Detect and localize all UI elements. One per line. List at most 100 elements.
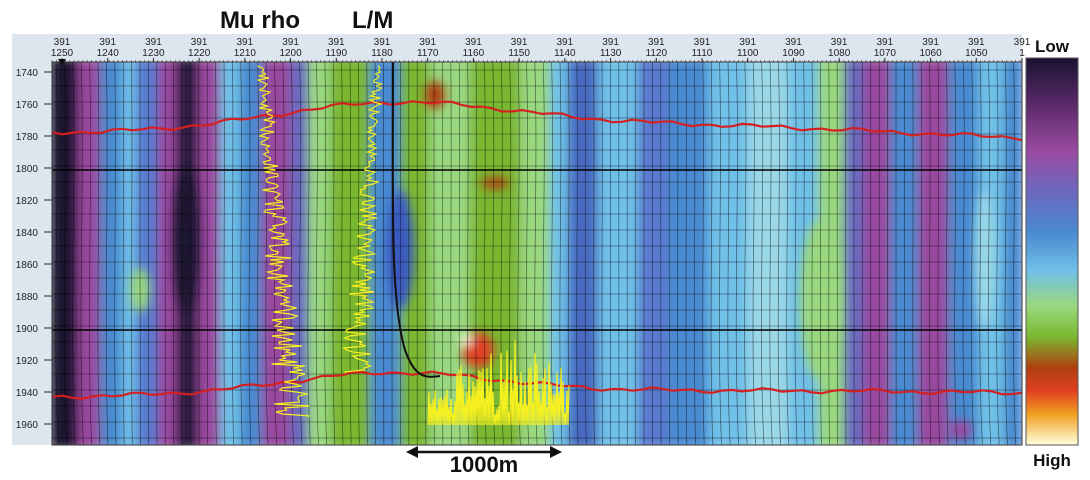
top-axis-tick-label: 1140: [554, 48, 576, 59]
seismic-column: [638, 62, 672, 445]
seismic-trace-line: [441, 62, 444, 445]
left-axis-tick-label: 1940: [16, 388, 39, 399]
seismic-trace-line: [702, 62, 705, 445]
colorbar-low-label: Low: [1035, 37, 1070, 56]
seismic-trace-line: [811, 62, 814, 445]
seismic-trace-line: [819, 62, 822, 445]
seismic-trace-line: [248, 62, 252, 445]
top-axis-prefix-label: 391: [557, 37, 574, 48]
lm-label: L/M: [352, 7, 393, 34]
seismic-anomaly: [800, 220, 840, 380]
left-axis-tick-label: 1820: [16, 196, 39, 207]
top-axis-prefix-label: 391: [282, 37, 299, 48]
seismic-column: [240, 62, 266, 445]
seismic-trace-line: [307, 62, 311, 445]
seismic-anomaly: [174, 170, 198, 310]
top-axis: 3911250391124039112303911220391121039112…: [51, 37, 1031, 62]
seismic-anomaly: [460, 334, 472, 346]
top-axis-tick-label: 1130: [600, 48, 622, 59]
seismic-trace-line: [987, 62, 992, 445]
seismic-trace-line: [273, 62, 278, 445]
horizontal-well-log-trace: [427, 340, 570, 426]
left-axis-tick-label: 1740: [16, 68, 39, 79]
seismic-trace-line: [467, 62, 470, 445]
seismic-column: [308, 62, 334, 445]
seismic-column: [598, 62, 642, 445]
seismic-trace-line: [89, 62, 92, 445]
seismic-trace-line: [1013, 62, 1017, 445]
seismic-column: [890, 62, 922, 445]
seismic-trace-line: [786, 62, 790, 445]
seismic-trace-line: [282, 62, 286, 445]
seismic-trace-line: [677, 62, 679, 445]
top-axis-prefix-label: 391: [877, 37, 894, 48]
top-axis-prefix-label: 391: [465, 37, 482, 48]
top-axis-prefix-label: 391: [694, 37, 711, 48]
lm-log-trace: [341, 65, 384, 373]
seismic-trace-line: [685, 62, 688, 445]
top-axis-prefix-label: 391: [922, 37, 939, 48]
scale-bar: 1000m: [406, 446, 562, 477]
seismic-column: [52, 62, 82, 445]
seismic-trace-line: [912, 62, 914, 445]
top-axis-prefix-label: 391: [237, 37, 254, 48]
seismic-trace-line: [257, 62, 260, 445]
seismic-trace-line: [223, 62, 226, 445]
top-axis-tick-label: 1090: [782, 48, 805, 59]
seismic-trace-line: [593, 62, 595, 445]
seismic-trace-line: [979, 62, 983, 445]
top-axis-prefix-label: 391: [54, 37, 71, 48]
seismic-trace-line: [240, 62, 243, 445]
seismic-trace-line: [332, 62, 336, 445]
seismic-trace-line: [483, 62, 487, 445]
seismic-trace-line: [735, 62, 739, 445]
top-axis-tick-label: 1200: [279, 48, 302, 59]
upper-horizon-line: [52, 100, 1022, 142]
top-axis-prefix-label: 391: [374, 37, 391, 48]
seismic-trace-line: [996, 62, 1000, 445]
seismic-trace-line: [777, 62, 781, 445]
top-axis-prefix-label: 391: [145, 37, 162, 48]
seismic-trace-line: [63, 62, 68, 445]
seismic-trace-line: [349, 62, 352, 445]
seismic-trace-line: [324, 62, 328, 445]
seismic-column: [158, 62, 180, 445]
top-axis-tick-label: 1220: [188, 48, 211, 59]
axis-marker-triangle: [58, 59, 66, 66]
top-axis-tick-label: 1080: [828, 48, 851, 59]
left-axis-tick-label: 1760: [16, 100, 39, 111]
seismic-trace-line: [744, 62, 748, 445]
seismic-plot-area: [52, 62, 1022, 445]
top-axis-tick-label: 1250: [51, 48, 74, 59]
seismic-trace-line: [727, 62, 731, 445]
seismic-trace-line: [937, 62, 940, 445]
mu-rho-label: Mu rho: [220, 7, 300, 34]
seismic-trace-line: [80, 62, 84, 445]
top-axis-tick-label: 1210: [234, 48, 257, 59]
top-axis-prefix-label: 391: [511, 37, 528, 48]
seismic-column: [290, 62, 312, 445]
seismic-trace-line: [584, 62, 587, 445]
seismic-column: [430, 62, 474, 445]
seismic-column: [100, 62, 126, 445]
top-axis-prefix-label: 391: [831, 37, 848, 48]
seismic-anomaly: [386, 190, 414, 310]
top-axis-tick-label: 1180: [371, 48, 393, 59]
seismic-trace-line: [769, 62, 773, 445]
top-axis-tick-label: 1110: [692, 48, 713, 59]
seismic-trace-line: [290, 62, 294, 445]
top-axis-prefix-label: 391: [648, 37, 665, 48]
seismic-trace-line: [962, 62, 966, 445]
top-axis-tick-label: 1100: [737, 48, 759, 59]
seismic-trace-line: [945, 62, 949, 445]
top-axis-tick-label: 1: [1019, 48, 1025, 59]
left-axis-tick-label: 1840: [16, 228, 39, 239]
seismic-trace-line: [72, 62, 76, 445]
top-axis-prefix-label: 391: [739, 37, 756, 48]
top-axis-prefix-label: 391: [602, 37, 619, 48]
seismic-column: [122, 62, 140, 445]
top-axis-prefix-label: 391: [1014, 37, 1031, 48]
top-axis-prefix-label: 391: [419, 37, 436, 48]
seismic-anomaly: [975, 190, 995, 330]
left-axis-tick-label: 1880: [16, 292, 39, 303]
